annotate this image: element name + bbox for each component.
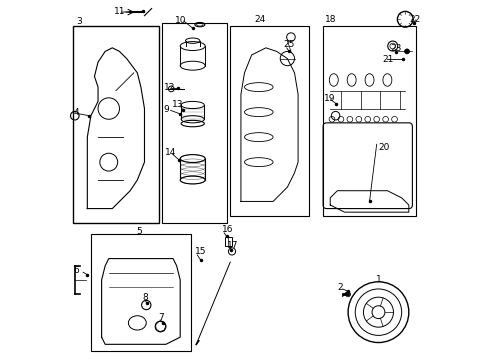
Text: 24: 24 [254,15,265,24]
Text: 23: 23 [389,44,401,53]
Text: 6: 6 [74,266,80,275]
Text: 2: 2 [337,283,342,292]
Text: 4: 4 [74,108,79,117]
Bar [162,23,226,223]
Bar [73,26,159,223]
Bar [224,237,231,246]
Bar [323,26,415,216]
Text: 15: 15 [195,247,206,256]
Text: 21: 21 [381,55,393,64]
Bar [230,26,308,216]
Text: 18: 18 [324,15,336,24]
Text: 7: 7 [158,313,163,322]
Text: 3: 3 [76,17,81,26]
Text: 12: 12 [164,83,175,92]
Text: 5: 5 [136,227,142,236]
Text: 20: 20 [377,143,388,152]
Text: 8: 8 [142,293,148,302]
Text: 13: 13 [172,100,183,109]
Text: 1: 1 [375,275,381,284]
Text: 25: 25 [283,40,295,49]
Bar [91,234,190,351]
Text: 16: 16 [222,225,233,234]
Circle shape [345,292,350,297]
Text: 22: 22 [408,15,420,24]
Circle shape [168,86,174,92]
Text: 19: 19 [323,94,335,103]
Text: 11: 11 [114,7,125,16]
Text: 17: 17 [226,240,238,249]
Text: 14: 14 [165,148,176,157]
Text: 10: 10 [175,16,186,25]
Circle shape [404,49,408,54]
Text: 9: 9 [163,105,169,114]
